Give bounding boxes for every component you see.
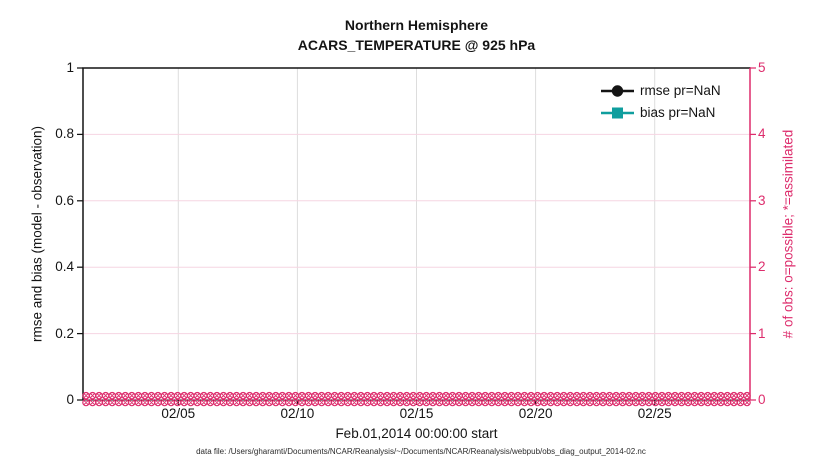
y-axis-label-left: rmse and bias (model - observation) xyxy=(29,125,45,343)
y-tick-label-right: 5 xyxy=(758,60,766,75)
y-tick-label-left: 1 xyxy=(66,60,74,75)
plot-title-line2: ACARS_TEMPERATURE @ 925 hPa xyxy=(297,37,536,53)
y-tick-label-left: 0 xyxy=(66,392,74,407)
y-tick-label-right: 0 xyxy=(758,392,766,407)
x-tick-label: 02/20 xyxy=(518,406,553,421)
y-tick-label-right: 3 xyxy=(758,192,766,208)
x-axis-label: Feb.01,2014 00:00:00 start xyxy=(335,426,498,441)
y-tick-label-left: 0.8 xyxy=(55,126,74,142)
y-tick-label-left: 0.6 xyxy=(55,192,74,208)
obs-count-marker-band xyxy=(82,391,751,407)
plot-title-line1: Northern Hemisphere xyxy=(344,17,489,33)
x-tick-label: 02/15 xyxy=(399,406,434,421)
y-axis-label-right: # of obs: o=possible; *=assimilated xyxy=(780,129,796,339)
y-tick-label-right: 2 xyxy=(758,259,766,275)
y-tick-label-left: 0.4 xyxy=(55,259,74,275)
y-tick-label-right: 4 xyxy=(758,126,766,142)
x-tick-label: 02/05 xyxy=(161,406,196,421)
data-file-path: data file: /Users/gharamti/Documents/NCA… xyxy=(196,447,646,456)
legend-label-bias: bias pr=NaN xyxy=(640,105,716,120)
y-tick-label-left: 0.2 xyxy=(55,325,74,341)
axes-box xyxy=(82,67,751,401)
legend-label-rmse: rmse pr=NaN xyxy=(640,83,721,98)
legend-markers xyxy=(601,85,634,119)
x-tick-label: 02/25 xyxy=(637,406,672,421)
x-tick-label: 02/10 xyxy=(280,406,315,421)
gridlines xyxy=(83,68,750,400)
y-tick-label-right: 1 xyxy=(758,325,766,341)
